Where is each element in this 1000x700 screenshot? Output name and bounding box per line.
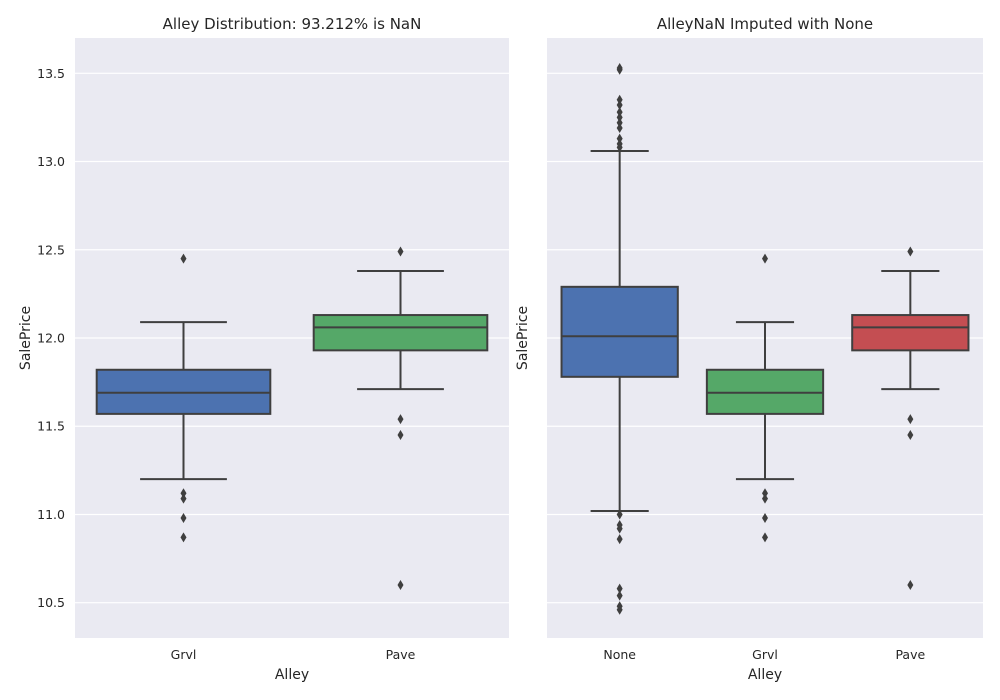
outlier-point [180, 493, 187, 504]
outlier-point [616, 133, 623, 144]
outlier-point [762, 532, 768, 543]
outlier-point [397, 246, 404, 257]
outlier-point [616, 100, 623, 111]
chart-title: AlleyNaN Imputed with None [657, 15, 873, 33]
y-axis-label: SalePrice [515, 306, 531, 370]
x-tick-label: Grvl [752, 647, 778, 662]
outlier-point [397, 414, 404, 425]
x-tick-label: Pave [386, 647, 416, 662]
outlier-point [907, 580, 914, 591]
y-tick-label: 12.0 [37, 331, 65, 346]
chart-title: Alley Distribution: 93.212% is NaN [163, 15, 422, 33]
outlier-point [180, 532, 187, 543]
outlier-point [907, 430, 914, 441]
outlier-point [616, 523, 623, 534]
outlier-point [616, 117, 623, 128]
outlier-point [907, 246, 914, 257]
box-grvl [95, 253, 272, 543]
x-tick-label: None [603, 647, 636, 662]
outlier-point [616, 509, 623, 520]
outlier-point [616, 112, 623, 123]
outlier-point [907, 414, 914, 425]
outlier-point [397, 580, 404, 591]
y-tick-label: 10.5 [37, 595, 65, 610]
chart-panel-2: None Grvl Pave AlleyNaN Imputed with None Al… [515, 15, 983, 683]
box-none [560, 63, 679, 615]
y-tick-label: 13.0 [37, 154, 65, 169]
outlier-point [180, 488, 187, 499]
y-tick-label: 12.5 [37, 242, 65, 257]
outlier-point [762, 253, 768, 264]
outlier-point [616, 534, 623, 545]
outlier-point [397, 430, 404, 441]
box-grvl [705, 253, 825, 543]
y-tick-label: 11.0 [37, 507, 65, 522]
iqr-box [560, 285, 679, 378]
outlier-point [180, 253, 187, 264]
outlier-point [616, 604, 623, 615]
box-pave [312, 246, 489, 591]
y-tick-label: 11.5 [37, 419, 65, 434]
x-tick-label: Pave [895, 647, 925, 662]
outlier-point [762, 493, 768, 504]
y-tick-label: 13.5 [37, 66, 65, 81]
outlier-point [616, 142, 623, 153]
outlier-point [616, 94, 623, 105]
outlier-point [616, 107, 623, 118]
iqr-box [851, 314, 970, 352]
box-pave [851, 246, 970, 591]
outlier-point [180, 513, 187, 523]
outlier-point [616, 64, 623, 75]
outlier-point [762, 513, 768, 523]
chart-panel-1: 10.5 11.0 11.5 12.0 12.5 13.0 13.5 Grvl Pave Alle… [18, 15, 509, 683]
x-axis-label: Alley [748, 667, 782, 683]
y-axis-label: SalePrice [18, 306, 34, 370]
outlier-point [762, 488, 768, 499]
iqr-box [312, 314, 489, 352]
outlier-point [616, 123, 623, 133]
outlier-point [616, 583, 623, 594]
x-axis-label: Alley [275, 667, 309, 683]
x-tick-label: Grvl [171, 647, 197, 662]
outlier-point [616, 590, 623, 601]
